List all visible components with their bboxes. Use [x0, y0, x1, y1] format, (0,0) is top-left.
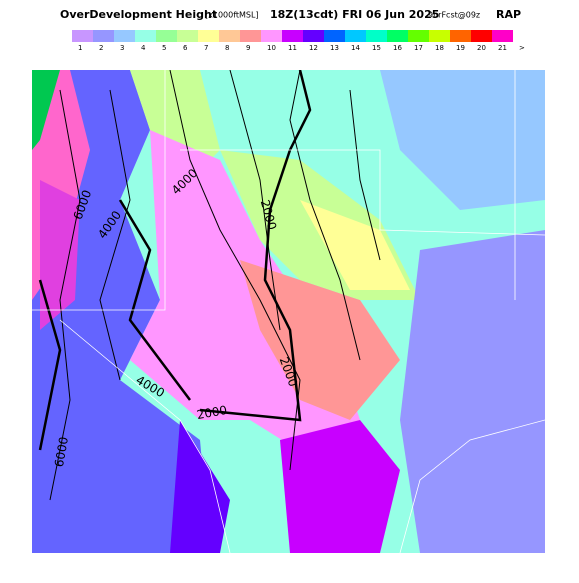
legend-label: 20 [477, 44, 486, 52]
units: [x1000ftMSL] [205, 11, 259, 20]
legend-label: 8 [225, 44, 229, 52]
legend-swatch [492, 30, 513, 42]
legend-label: 18 [435, 44, 444, 52]
legend-swatch [408, 30, 429, 42]
legend-swatch [93, 30, 114, 42]
legend-label: 16 [393, 44, 402, 52]
legend-label: 13 [330, 44, 339, 52]
legend-label: 6 [183, 44, 188, 52]
legend-swatch [198, 30, 219, 42]
forecast-run: 9hrFcst@09z [428, 11, 480, 20]
legend-label: 17 [414, 44, 423, 52]
legend-label: 4 [141, 44, 146, 52]
legend-swatch [303, 30, 324, 42]
map [32, 70, 545, 553]
color-legend: 1 2 3 4 5 6 7 8 9 10 11 12 13 14 15 16 17 18 19 20 21 > [72, 30, 525, 52]
legend-swatch [345, 30, 366, 42]
legend-label: 19 [456, 44, 465, 52]
legend-label: 10 [267, 44, 276, 52]
legend-label: 7 [204, 44, 208, 52]
legend-swatch [387, 30, 408, 42]
valid-time: 18Z(13cdt) FRI 06 Jun 2025 [270, 8, 439, 21]
legend-label: 9 [246, 44, 250, 52]
legend-swatch [366, 30, 387, 42]
legend-label: > [519, 44, 525, 52]
legend-swatch [429, 30, 450, 42]
legend-swatch [219, 30, 240, 42]
legend-label: 1 [78, 44, 82, 52]
legend-swatch [261, 30, 282, 42]
legend-swatch [324, 30, 345, 42]
legend-label: 5 [162, 44, 166, 52]
legend-swatch [450, 30, 471, 42]
legend-swatch [135, 30, 156, 42]
legend-swatch [177, 30, 198, 42]
title: OverDevelopment Height [60, 8, 217, 21]
legend-label: 14 [351, 44, 360, 52]
legend-swatch [114, 30, 135, 42]
contour-label: 2000 [196, 403, 229, 422]
legend-swatch [156, 30, 177, 42]
contour-label: 6000 [52, 436, 71, 469]
legend-swatch [282, 30, 303, 42]
legend-swatch [471, 30, 492, 42]
model: RAP [496, 8, 521, 21]
legend-label: 3 [120, 44, 124, 52]
legend-label: 15 [372, 44, 381, 52]
legend-label: 11 [288, 44, 297, 52]
legend-label: 12 [309, 44, 318, 52]
legend-label: 21 [498, 44, 507, 52]
legend-label: 2 [99, 44, 103, 52]
legend-swatch [72, 30, 93, 42]
legend-swatch [240, 30, 261, 42]
